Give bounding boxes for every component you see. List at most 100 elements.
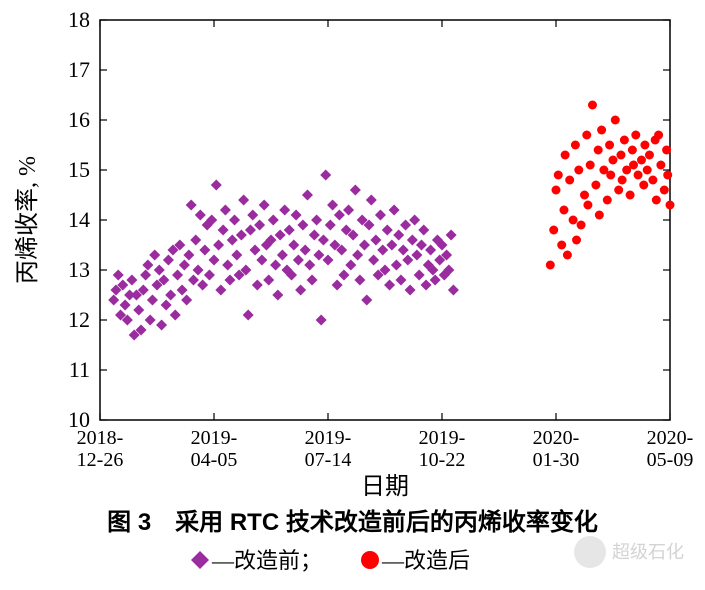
figure-caption: 图 3 采用 RTC 技术改造前后的丙烯收率变化 xyxy=(107,508,598,536)
data-point-diamond xyxy=(304,260,315,271)
data-point-circle xyxy=(595,211,604,220)
data-point-circle xyxy=(654,131,663,140)
legend-label: —改造后 xyxy=(381,548,470,573)
data-point-diamond xyxy=(256,255,267,266)
data-point-diamond xyxy=(295,285,306,296)
data-point-diamond xyxy=(343,205,354,216)
data-point-diamond xyxy=(222,260,233,271)
data-point-circle xyxy=(618,176,627,185)
data-point-diamond xyxy=(302,190,313,201)
data-point-diamond xyxy=(448,285,459,296)
data-point-diamond xyxy=(113,270,124,281)
data-point-diamond xyxy=(120,300,131,311)
y-axis-title: 丙烯收率, % xyxy=(14,156,41,284)
data-point-diamond xyxy=(307,275,318,286)
data-point-diamond xyxy=(177,285,188,296)
data-point-diamond xyxy=(277,250,288,261)
data-point-circle xyxy=(549,226,558,235)
data-point-circle xyxy=(577,221,586,230)
data-point-diamond xyxy=(309,230,320,241)
data-point-diamond xyxy=(293,255,304,266)
data-point-circle xyxy=(616,151,625,160)
data-point-circle xyxy=(565,176,574,185)
data-point-diamond xyxy=(382,225,393,236)
data-point-circle xyxy=(611,116,620,125)
data-point-diamond xyxy=(179,260,190,271)
data-point-diamond xyxy=(398,245,409,256)
data-point-diamond xyxy=(318,235,329,246)
data-point-diamond xyxy=(361,295,372,306)
data-point-circle xyxy=(637,156,646,165)
data-point-diamond xyxy=(272,290,283,301)
data-point-diamond xyxy=(204,270,215,281)
x-tick-label: 2020-01-30 xyxy=(533,427,580,471)
data-point-circle xyxy=(605,141,614,150)
data-point-circle xyxy=(569,216,578,225)
data-point-diamond xyxy=(291,210,302,221)
data-point-diamond xyxy=(147,295,158,306)
data-point-diamond xyxy=(284,225,295,236)
data-point-diamond xyxy=(430,275,441,286)
data-point-diamond xyxy=(421,280,432,291)
data-point-diamond xyxy=(313,250,324,261)
data-point-diamond xyxy=(229,215,240,226)
data-point-diamond xyxy=(325,220,336,231)
data-point-diamond xyxy=(375,210,386,221)
data-point-diamond xyxy=(297,220,308,231)
data-point-diamond xyxy=(188,275,199,286)
y-tick-label: 17 xyxy=(68,57,90,82)
data-point-diamond xyxy=(190,235,201,246)
data-point-diamond xyxy=(254,220,265,231)
data-point-diamond xyxy=(236,230,247,241)
y-tick-label: 12 xyxy=(68,307,90,332)
data-point-diamond xyxy=(370,235,381,246)
data-point-circle xyxy=(563,251,572,260)
data-point-diamond xyxy=(140,270,151,281)
data-point-diamond xyxy=(238,195,249,206)
data-point-diamond xyxy=(213,240,224,251)
data-point-diamond xyxy=(170,310,181,321)
data-point-circle xyxy=(666,201,675,210)
data-point-circle xyxy=(626,191,635,200)
data-point-diamond xyxy=(316,315,327,326)
data-point-diamond xyxy=(211,180,222,191)
data-point-diamond xyxy=(393,230,404,241)
legend: —改造前；—改造后 xyxy=(191,548,470,573)
legend-marker-diamond xyxy=(191,551,209,569)
data-point-diamond xyxy=(389,205,400,216)
data-point-diamond xyxy=(227,235,238,246)
data-point-circle xyxy=(609,156,618,165)
data-point-diamond xyxy=(154,265,165,276)
data-point-diamond xyxy=(418,225,429,236)
data-point-diamond xyxy=(407,235,418,246)
data-point-diamond xyxy=(181,295,192,306)
data-series xyxy=(108,101,674,341)
data-point-circle xyxy=(645,151,654,160)
data-point-circle xyxy=(561,151,570,160)
data-point-circle xyxy=(591,181,600,190)
data-point-circle xyxy=(583,201,592,210)
data-point-circle xyxy=(631,131,640,140)
data-point-diamond xyxy=(368,255,379,266)
x-tick-label: 2019-10-22 xyxy=(419,427,466,471)
scatter-chart: 101112131415161718 2018-12-262019-04-052… xyxy=(0,0,705,590)
y-tick-label: 11 xyxy=(69,357,90,382)
data-point-diamond xyxy=(334,210,345,221)
y-axis: 101112131415161718 xyxy=(68,7,670,432)
data-point-circle xyxy=(559,206,568,215)
data-point-diamond xyxy=(300,245,311,256)
x-tick-label: 2018-12-26 xyxy=(77,427,124,471)
data-point-diamond xyxy=(275,230,286,241)
data-point-circle xyxy=(554,171,563,180)
data-point-diamond xyxy=(142,260,153,271)
data-point-diamond xyxy=(352,250,363,261)
legend-marker-circle xyxy=(361,551,379,569)
data-point-diamond xyxy=(395,275,406,286)
data-point-diamond xyxy=(231,250,242,261)
data-point-diamond xyxy=(133,305,144,316)
data-point-diamond xyxy=(405,285,416,296)
data-point-circle xyxy=(574,166,583,175)
data-point-circle xyxy=(640,141,649,150)
data-point-diamond xyxy=(414,270,425,281)
data-point-diamond xyxy=(263,275,274,286)
